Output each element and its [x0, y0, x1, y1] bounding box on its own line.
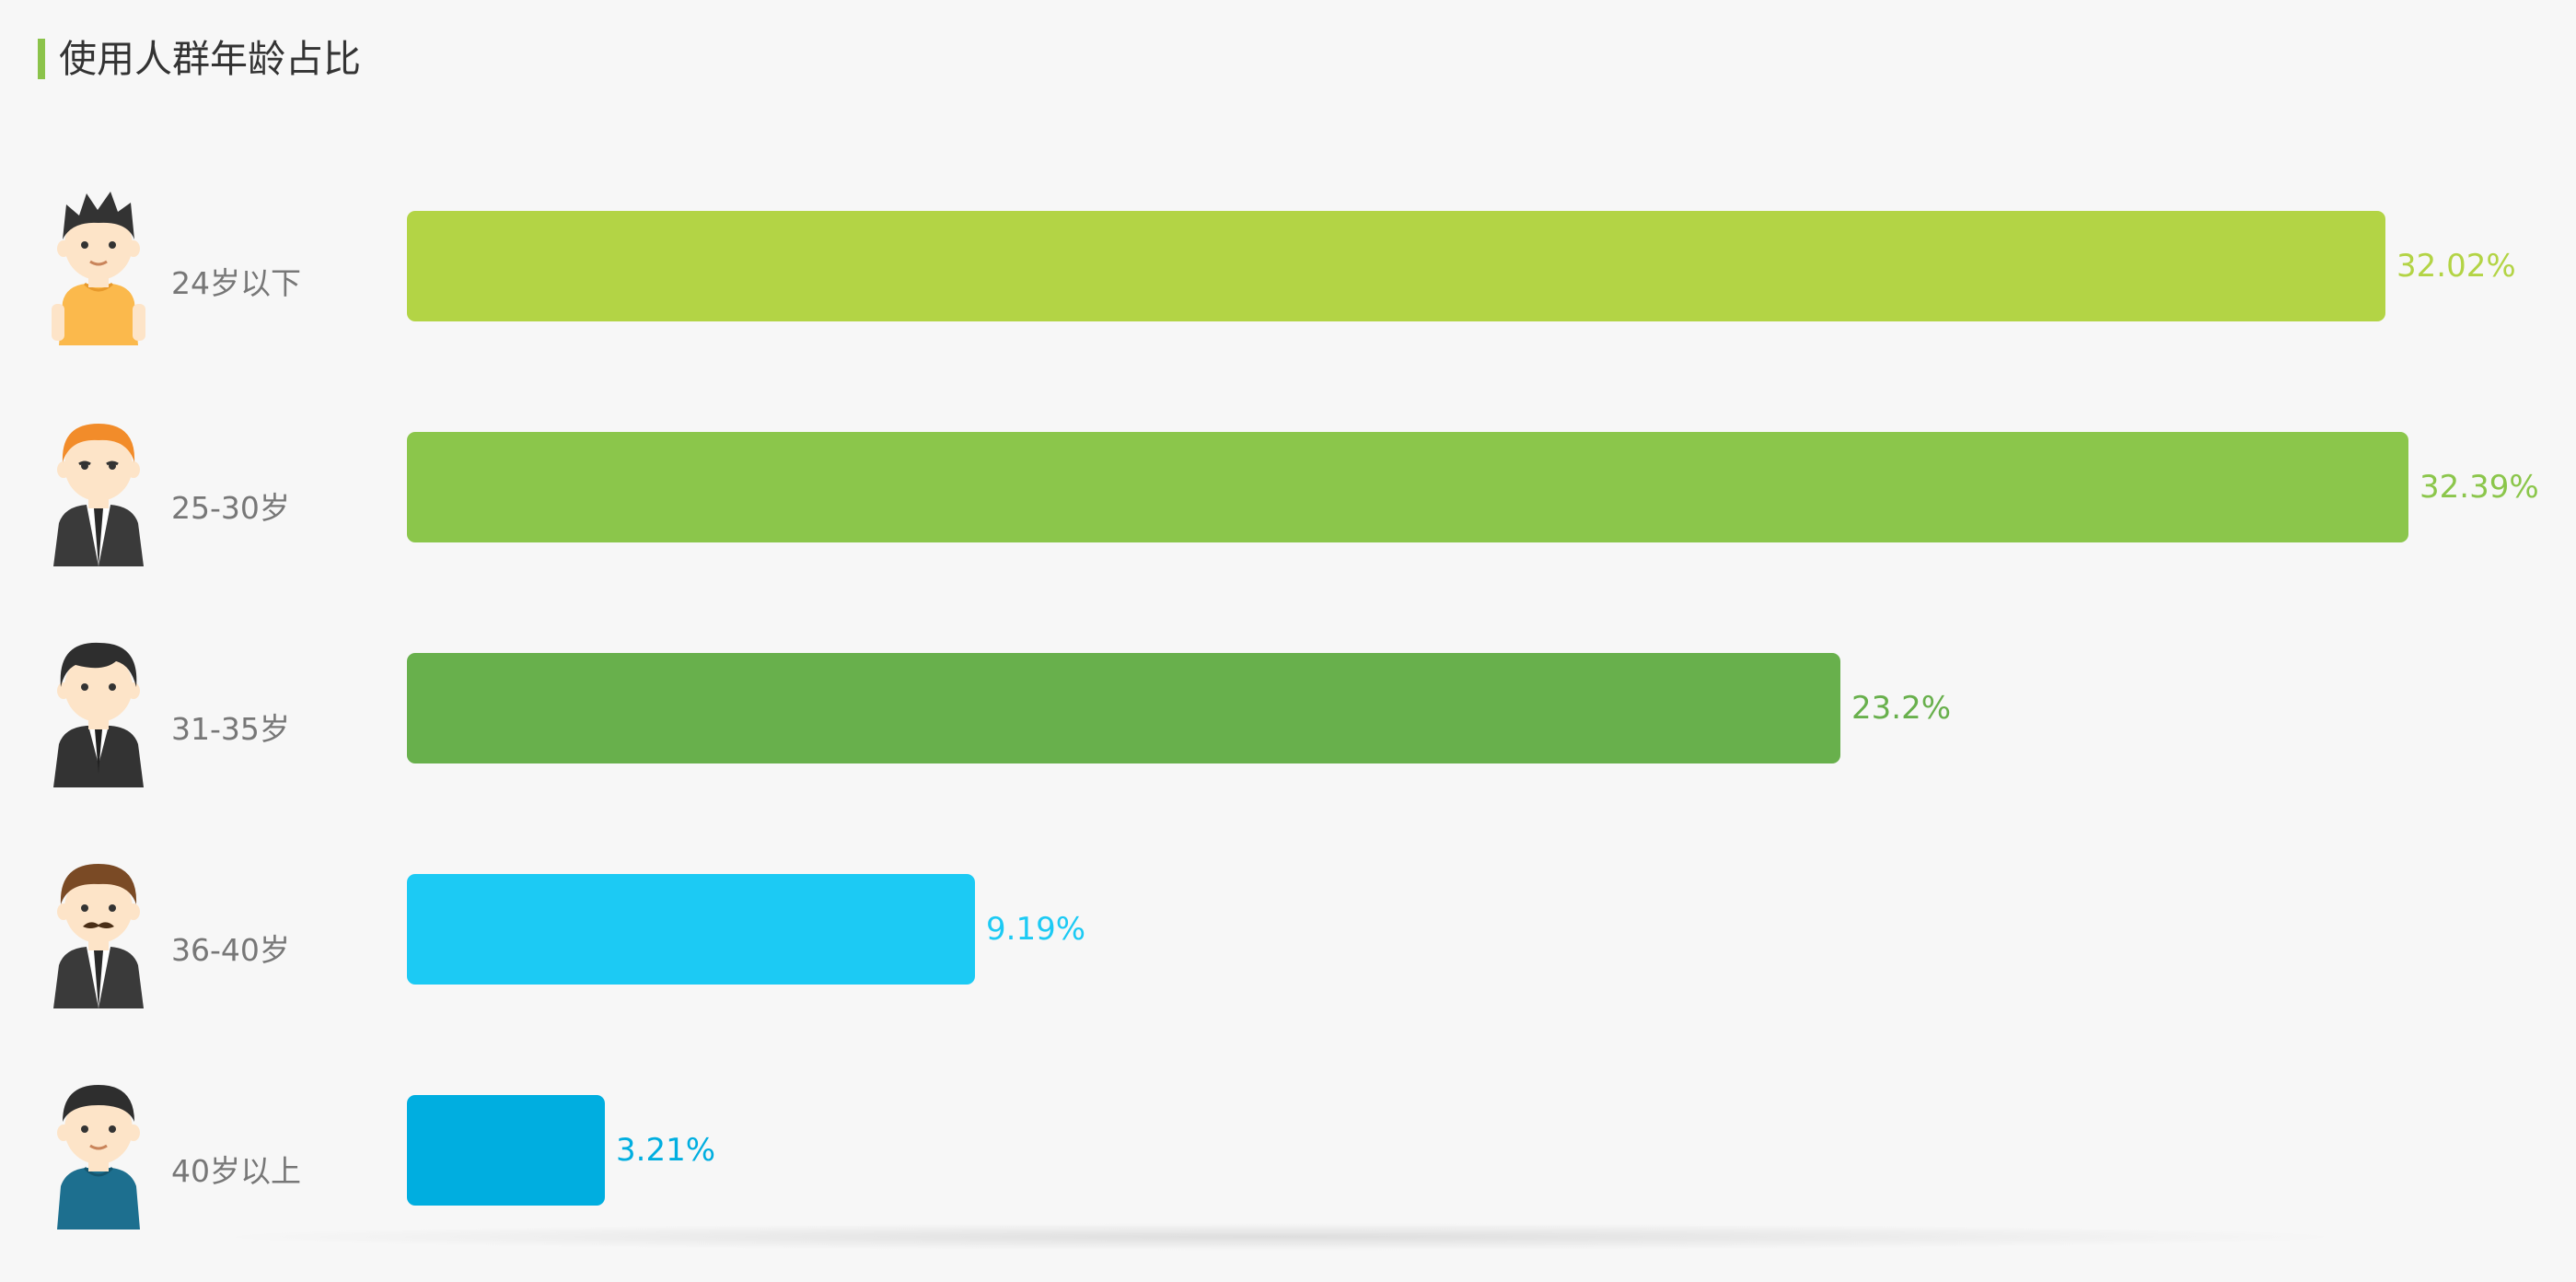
- chart-row: 40岁以上 3.21%: [0, 1061, 2576, 1282]
- businessman-suit-icon: [39, 626, 158, 787]
- bar: [407, 432, 2408, 542]
- category-label: 40岁以上: [171, 1153, 301, 1189]
- bottom-shadow: [203, 1223, 2357, 1251]
- chart-row: 36-40岁 9.19%: [0, 840, 2576, 1061]
- title-accent-bar: [38, 39, 45, 79]
- bar: [407, 1095, 605, 1206]
- category-label: 31-35岁: [171, 711, 290, 747]
- chart-title: 使用人群年龄占比: [59, 37, 361, 81]
- age-bar-chart: 24岁以下 32.02% 25-30岁 32.39% 31-35岁 23.2% 36-40岁…: [0, 177, 2576, 1230]
- chart-row: 24岁以下 32.02%: [0, 177, 2576, 398]
- chart-row: 31-35岁 23.2%: [0, 619, 2576, 840]
- bar: [407, 653, 1840, 763]
- value-label: 32.02%: [2396, 248, 2516, 285]
- value-label: 9.19%: [986, 911, 1086, 948]
- older-man-blue-shirt-icon: [39, 1068, 158, 1230]
- category-label: 24岁以下: [171, 265, 301, 301]
- mustache-man-suit-icon: [39, 847, 158, 1008]
- bar: [407, 874, 975, 985]
- ginger-man-suit-icon: [39, 405, 158, 566]
- category-label: 25-30岁: [171, 490, 290, 526]
- value-label: 23.2%: [1851, 690, 1952, 727]
- bar: [407, 211, 2385, 321]
- value-label: 3.21%: [616, 1132, 716, 1169]
- value-label: 32.39%: [2419, 469, 2539, 506]
- young-man-yellow-shirt-icon: [39, 184, 158, 345]
- chart-row: 25-30岁 32.39%: [0, 398, 2576, 619]
- category-label: 36-40岁: [171, 932, 290, 968]
